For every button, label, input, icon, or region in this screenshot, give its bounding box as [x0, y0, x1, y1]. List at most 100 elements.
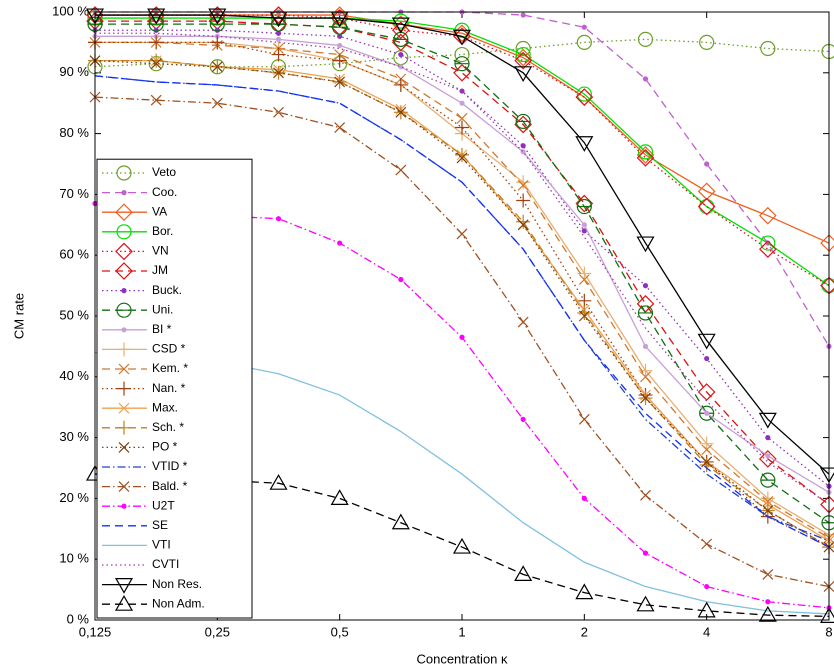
x-tick-label: 0,25 — [205, 624, 230, 639]
data-marker — [636, 236, 655, 253]
data-marker — [337, 33, 343, 39]
x-tick-label: 2 — [581, 624, 588, 639]
data-marker — [637, 31, 654, 47]
data-marker — [520, 416, 526, 422]
legend-label: VTID * — [152, 459, 188, 473]
legend-label: JM — [152, 263, 168, 277]
data-marker — [758, 206, 777, 225]
legend-label: Veto — [152, 165, 176, 179]
data-marker — [575, 583, 594, 600]
data-marker — [636, 595, 655, 612]
data-marker — [819, 467, 834, 484]
legend-label: U2T — [152, 498, 175, 512]
data-marker — [515, 46, 531, 63]
data-marker — [704, 410, 710, 416]
data-marker — [760, 40, 776, 57]
series-line — [95, 14, 830, 475]
legend-label: VA — [152, 204, 167, 218]
y-tick-label: 10 % — [59, 551, 89, 566]
data-marker — [147, 8, 166, 25]
y-tick-label: 40 % — [59, 368, 89, 383]
data-marker — [640, 371, 651, 383]
legend-marker — [114, 578, 134, 594]
data-marker — [515, 113, 531, 130]
data-marker — [275, 36, 282, 42]
data-marker — [581, 228, 587, 234]
data-marker — [697, 601, 716, 618]
data-marker — [520, 12, 526, 18]
y-tick-label: 70 % — [59, 186, 89, 201]
legend-marker — [117, 420, 131, 435]
data-marker — [211, 61, 223, 73]
legend-label: Bald. * — [152, 479, 188, 493]
legend-label: PO * — [152, 440, 178, 454]
data-marker — [391, 513, 410, 530]
data-marker — [271, 47, 286, 62]
data-marker — [393, 31, 409, 47]
data-marker — [697, 197, 716, 216]
data-marker — [516, 175, 531, 190]
data-marker — [581, 222, 587, 228]
legend-marker — [121, 288, 127, 294]
data-marker — [638, 363, 653, 378]
data-marker — [820, 276, 834, 295]
data-marker — [642, 343, 649, 349]
data-marker — [516, 214, 531, 229]
data-marker — [704, 355, 710, 362]
data-marker — [758, 450, 777, 468]
data-marker — [337, 240, 343, 246]
data-marker — [760, 491, 775, 506]
data-marker — [636, 149, 655, 167]
data-marker — [640, 392, 651, 404]
data-marker — [760, 472, 776, 488]
data-marker — [332, 53, 347, 68]
data-marker — [576, 34, 592, 50]
data-marker — [514, 565, 533, 581]
plot-frame — [94, 11, 830, 621]
legend-marker — [121, 327, 127, 333]
legend-label: BI * — [152, 322, 172, 336]
data-marker — [275, 216, 282, 222]
x-tick-label: 0,125 — [79, 624, 112, 639]
data-marker — [517, 316, 529, 328]
data-marker — [391, 17, 410, 34]
data-marker — [334, 76, 346, 88]
data-marker — [758, 412, 777, 429]
data-marker — [149, 35, 164, 50]
data-marker — [208, 8, 227, 25]
y-tick-label: 20 % — [59, 490, 89, 505]
data-marker — [85, 8, 105, 25]
legend-label: Non Res. — [152, 577, 202, 591]
data-marker — [636, 146, 655, 164]
data-marker — [578, 413, 590, 425]
legend-marker — [116, 165, 132, 181]
data-marker — [765, 599, 771, 605]
legend-marker — [118, 481, 130, 493]
data-marker — [577, 293, 592, 308]
data-marker — [578, 274, 590, 285]
x-tick-label: 8 — [825, 624, 832, 639]
data-marker — [699, 457, 714, 472]
data-marker — [762, 496, 774, 507]
data-marker — [459, 334, 465, 340]
data-marker — [765, 453, 771, 459]
legend-label: CVTI — [152, 557, 179, 571]
data-marker — [520, 143, 526, 149]
data-marker — [765, 435, 771, 441]
data-marker — [456, 112, 468, 124]
data-marker — [701, 456, 713, 468]
data-marker — [581, 495, 587, 501]
x-tick-label: 1 — [458, 624, 465, 639]
data-marker — [704, 161, 710, 167]
data-marker — [575, 194, 594, 213]
data-marker — [393, 50, 409, 66]
series-line — [95, 20, 830, 506]
data-marker — [455, 120, 469, 135]
data-marker — [642, 550, 649, 556]
y-tick-label: 80 % — [59, 125, 89, 140]
data-marker — [701, 444, 713, 456]
data-marker — [455, 147, 469, 162]
y-tick-label: 60 % — [59, 247, 89, 262]
data-marker — [637, 305, 654, 321]
